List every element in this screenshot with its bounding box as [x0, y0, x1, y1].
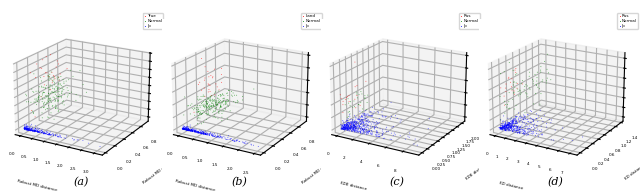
X-axis label: KDE distance: KDE distance [340, 181, 367, 191]
Y-axis label: Robust MD distance: Robust MD distance [301, 158, 336, 185]
X-axis label: KD distance: KD distance [499, 181, 524, 191]
X-axis label: Robust MD distance: Robust MD distance [17, 180, 57, 191]
X-axis label: Robust MD distance: Robust MD distance [175, 180, 215, 191]
Title: (a): (a) [73, 177, 88, 187]
Y-axis label: KD distance: KD distance [624, 163, 640, 180]
Legend: Rus, Normal, Ip: Rus, Normal, Ip [459, 13, 480, 29]
Title: (d): (d) [548, 177, 564, 187]
Y-axis label: Robust MD distance: Robust MD distance [143, 158, 178, 185]
Title: (b): (b) [231, 177, 247, 187]
Legend: Land, Normal, Ip: Land, Normal, Ip [301, 13, 321, 29]
Legend: True, Normal, Ip: True, Normal, Ip [143, 13, 163, 29]
Legend: Rus, Normal, Ip: Rus, Normal, Ip [618, 13, 638, 29]
Y-axis label: KDE distance: KDE distance [465, 162, 489, 181]
Title: (c): (c) [390, 177, 405, 187]
